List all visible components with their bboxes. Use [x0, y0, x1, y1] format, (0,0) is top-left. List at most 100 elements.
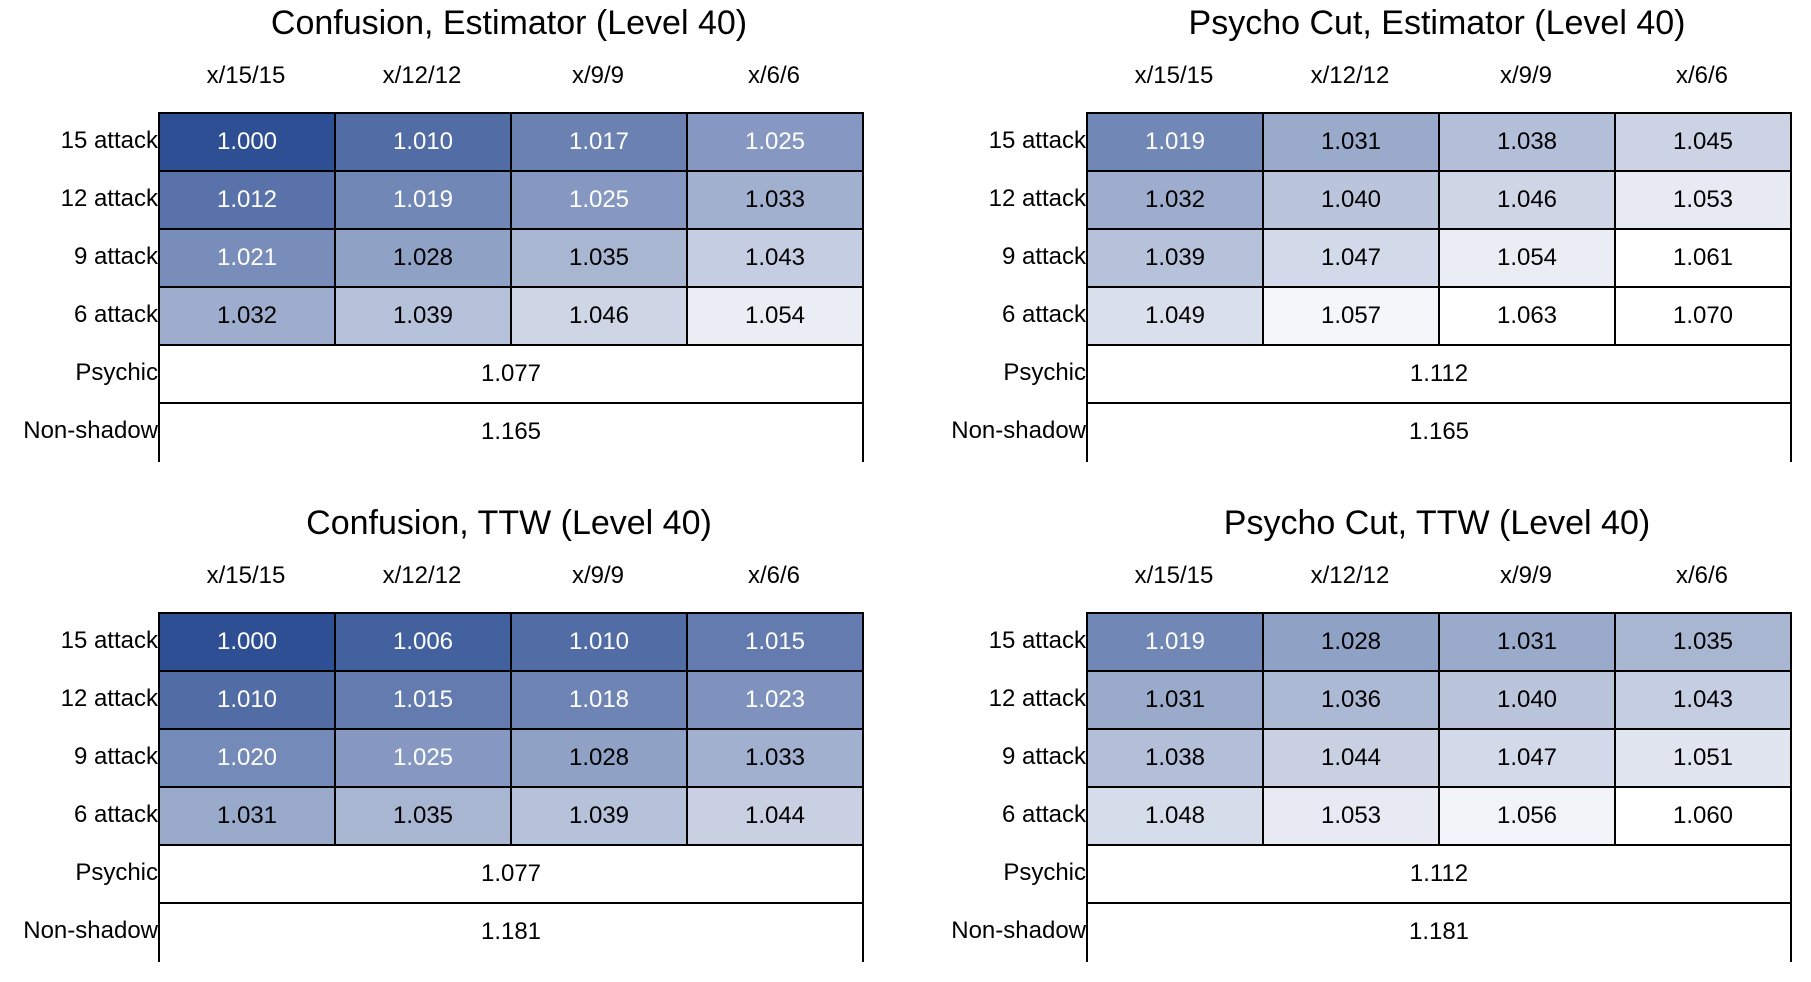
- row-label: 6 attack: [73, 801, 158, 828]
- row-label: Psychic: [75, 359, 158, 386]
- row-label: Psychic: [75, 859, 158, 886]
- heatmap-cell: 1.040: [1264, 172, 1440, 230]
- heatmap-cell: 1.025: [336, 730, 512, 788]
- heatmap-cell: 1.023: [688, 672, 862, 730]
- summary-cell: 1.077: [160, 346, 862, 404]
- heatmap-cell: 1.025: [688, 114, 862, 172]
- heatmap-cell: 1.015: [688, 614, 862, 672]
- chart-title: Psycho Cut, Estimator (Level 40): [1188, 4, 1686, 42]
- summary-cell: 1.181: [1088, 904, 1790, 962]
- row-labels: 15 attack 12 attack 9 attack 6 attack Psychi…: [0, 612, 158, 962]
- heatmap-cell: 1.035: [336, 788, 512, 846]
- heatmap-grid: 1.000 1.010 1.017 1.025 1.012 1.019 1.025 1.033…: [158, 112, 864, 462]
- summary-cell: 1.077: [160, 846, 862, 904]
- heatmap-cell: 1.039: [336, 288, 512, 346]
- row-label: Psychic: [1003, 859, 1086, 886]
- heatmap-cell: 1.053: [1264, 788, 1440, 846]
- heatmap-cell: 1.017: [512, 114, 688, 172]
- heatmap-cell: 1.045: [1616, 114, 1790, 172]
- heatmap-cell: 1.048: [1088, 788, 1264, 846]
- heatmap-cell: 1.057: [1264, 288, 1440, 346]
- column-header: x/6/6: [747, 562, 801, 589]
- summary-cell: 1.165: [160, 404, 862, 462]
- heatmap-cell: 1.046: [512, 288, 688, 346]
- row-label: 6 attack: [73, 301, 158, 328]
- column-header: x/15/15: [1134, 62, 1214, 89]
- summary-cell: 1.112: [1088, 346, 1790, 404]
- summary-cell: 1.181: [160, 904, 862, 962]
- heatmap-cell: 1.031: [1264, 114, 1440, 172]
- column-header: x/9/9: [1499, 562, 1553, 589]
- heatmap-cell: 1.038: [1088, 730, 1264, 788]
- column-header: x/12/12: [1310, 62, 1390, 89]
- column-header: x/6/6: [1675, 562, 1729, 589]
- column-header: x/12/12: [382, 562, 462, 589]
- heatmap-cell: 1.032: [1088, 172, 1264, 230]
- row-label: Non-shadow: [951, 917, 1086, 944]
- row-labels: 15 attack 12 attack 9 attack 6 attack Psychi…: [928, 612, 1086, 962]
- row-label: Non-shadow: [23, 917, 158, 944]
- heatmap-panel-psychocut-estimator: Psycho Cut, Estimator (Level 40) x/15/15 x…: [928, 0, 1792, 462]
- heatmap-cell: 1.047: [1264, 230, 1440, 288]
- row-label: 12 attack: [988, 685, 1086, 712]
- row-label: 15 attack: [60, 127, 158, 154]
- heatmap-cell: 1.031: [160, 788, 336, 846]
- row-label: 6 attack: [1001, 301, 1086, 328]
- heatmap-cell: 1.039: [1088, 230, 1264, 288]
- row-label: 9 attack: [73, 243, 158, 270]
- heatmap-cell: 1.038: [1440, 114, 1616, 172]
- heatmap-cell: 1.046: [1440, 172, 1616, 230]
- heatmap-cell: 1.053: [1616, 172, 1790, 230]
- heatmap-cell: 1.060: [1616, 788, 1790, 846]
- heatmap-cell: 1.043: [688, 230, 862, 288]
- heatmap-cell: 1.047: [1440, 730, 1616, 788]
- heatmap-cell: 1.070: [1616, 288, 1790, 346]
- summary-cell: 1.112: [1088, 846, 1790, 904]
- column-header: x/6/6: [1675, 62, 1729, 89]
- heatmap-cell: 1.044: [1264, 730, 1440, 788]
- column-header: x/9/9: [571, 562, 625, 589]
- heatmap-cell: 1.019: [336, 172, 512, 230]
- row-label: 9 attack: [73, 743, 158, 770]
- heatmap-cell: 1.051: [1616, 730, 1790, 788]
- chart-title: Confusion, TTW (Level 40): [306, 504, 712, 542]
- row-label: 6 attack: [1001, 801, 1086, 828]
- heatmap-cell: 1.039: [512, 788, 688, 846]
- row-label: 12 attack: [988, 185, 1086, 212]
- column-header: x/12/12: [1310, 562, 1390, 589]
- heatmap-cell: 1.035: [1616, 614, 1790, 672]
- heatmap-cell: 1.012: [160, 172, 336, 230]
- heatmap-grid: 1.019 1.031 1.038 1.045 1.032 1.040 1.046 1.053…: [1086, 112, 1792, 462]
- heatmap-cell: 1.040: [1440, 672, 1616, 730]
- heatmap-panel-psychocut-ttw: Psycho Cut, TTW (Level 40) x/15/15 x/12/12…: [928, 500, 1792, 962]
- heatmap-cell: 1.021: [160, 230, 336, 288]
- column-header: x/9/9: [571, 62, 625, 89]
- row-label: 15 attack: [60, 627, 158, 654]
- chart-title: Psycho Cut, TTW (Level 40): [1223, 504, 1651, 542]
- heatmap-cell: 1.015: [336, 672, 512, 730]
- column-header: x/15/15: [206, 62, 286, 89]
- row-labels: 15 attack 12 attack 9 attack 6 attack Psychi…: [0, 112, 158, 462]
- heatmap-cell: 1.000: [160, 614, 336, 672]
- heatmap-cell: 1.033: [688, 172, 862, 230]
- heatmap-cell: 1.063: [1440, 288, 1616, 346]
- heatmap-cell: 1.028: [336, 230, 512, 288]
- heatmap-cell: 1.010: [336, 114, 512, 172]
- heatmap-cell: 1.006: [336, 614, 512, 672]
- heatmap-cell: 1.033: [688, 730, 862, 788]
- heatmap-cell: 1.054: [1440, 230, 1616, 288]
- heatmap-panel-confusion-ttw: Confusion, TTW (Level 40) x/15/15 x/12/12 x…: [0, 500, 864, 962]
- column-header: x/15/15: [1134, 562, 1214, 589]
- heatmap-cell: 1.010: [160, 672, 336, 730]
- row-label: Non-shadow: [951, 417, 1086, 444]
- row-label: 9 attack: [1001, 243, 1086, 270]
- column-header: x/15/15: [206, 562, 286, 589]
- chart-title: Confusion, Estimator (Level 40): [270, 4, 748, 42]
- row-label: Non-shadow: [23, 417, 158, 444]
- column-header: x/9/9: [1499, 62, 1553, 89]
- row-label: 9 attack: [1001, 743, 1086, 770]
- heatmap-cell: 1.061: [1616, 230, 1790, 288]
- heatmap-cell: 1.019: [1088, 114, 1264, 172]
- row-label: 15 attack: [988, 627, 1086, 654]
- heatmap-grid: 1.000 1.006 1.010 1.015 1.010 1.015 1.018 1.023…: [158, 612, 864, 962]
